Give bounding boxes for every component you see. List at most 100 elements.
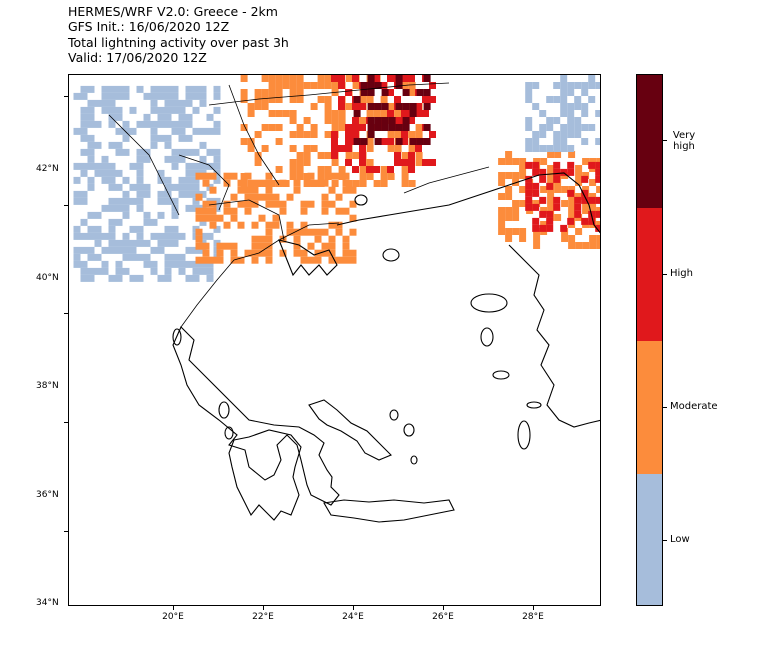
lightning-cell-moderate xyxy=(303,117,311,124)
lightning-cell-low xyxy=(532,103,540,110)
lightning-cell-low xyxy=(115,204,123,212)
lightning-cell-very-high xyxy=(409,103,417,110)
lightning-cell-moderate xyxy=(293,179,301,187)
lightning-cell-very-high xyxy=(374,138,382,145)
lightning-cell-moderate xyxy=(303,82,311,89)
title-variable: Total lightning activity over past 3h xyxy=(68,34,289,50)
lightning-cell-low xyxy=(178,176,186,184)
lightning-cell-moderate xyxy=(209,214,217,222)
lightning-cell-low xyxy=(574,124,582,131)
lightning-cell-low xyxy=(525,145,533,152)
lightning-cell-high xyxy=(553,175,561,183)
lightning-cell-low xyxy=(80,218,88,226)
lightning-cell-very-high xyxy=(388,117,396,124)
lightning-cell-moderate xyxy=(547,179,555,186)
lightning-cell-low xyxy=(588,75,596,82)
lightning-cell-moderate xyxy=(314,235,322,243)
lightning-cell-low xyxy=(185,246,193,254)
lightning-cell-moderate xyxy=(380,173,388,180)
lightning-cell-low xyxy=(206,274,214,282)
lightning-cell-low xyxy=(199,267,207,275)
lightning-cell-low xyxy=(150,260,158,268)
lightning-cell-low xyxy=(150,85,158,93)
lightning-cell-moderate xyxy=(366,110,374,117)
lightning-cell-moderate xyxy=(202,179,210,187)
lightning-cell-low xyxy=(94,120,102,128)
lightning-cell-high xyxy=(574,210,582,218)
lightning-cell-low xyxy=(171,120,179,128)
lightning-cell-very-high xyxy=(402,124,410,131)
greece-mainland-coast xyxy=(172,326,340,506)
lightning-cell-moderate xyxy=(289,89,297,96)
lightning-cell-low xyxy=(136,162,144,170)
lightning-cell-moderate xyxy=(303,152,311,159)
lightning-cell-moderate xyxy=(401,173,409,180)
lightning-cell-low xyxy=(178,260,186,268)
lightning-cell-low xyxy=(129,106,137,114)
lightning-cell-low xyxy=(178,183,186,191)
lightning-cell-moderate xyxy=(195,242,203,250)
lightning-cell-moderate xyxy=(279,249,287,257)
lightning-cell-low xyxy=(73,260,81,268)
lightning-cell-low xyxy=(206,148,214,156)
lightning-cell-low xyxy=(560,138,568,145)
lightning-cell-low xyxy=(581,110,589,117)
lightning-cell-moderate xyxy=(289,110,297,117)
lightning-cell-moderate xyxy=(324,96,332,103)
lightning-cell-high xyxy=(553,161,561,169)
lightning-cell-moderate xyxy=(258,214,266,222)
lightning-activity-layer xyxy=(73,75,600,282)
lightning-cell-moderate xyxy=(575,165,583,172)
lightning-cell-very-high xyxy=(409,138,417,145)
lightning-cell-moderate xyxy=(342,179,350,187)
lightning-cell-low xyxy=(171,183,179,191)
lightning-cell-moderate xyxy=(247,138,255,145)
lightning-cell-low xyxy=(115,127,123,135)
lightning-cell-low xyxy=(87,85,95,93)
lightning-cell-low xyxy=(143,211,151,219)
lightning-cell-low xyxy=(171,253,179,261)
legend-swatch-low xyxy=(637,474,662,605)
lat-label-40: 40°N xyxy=(36,273,59,283)
lightning-cell-moderate xyxy=(505,228,513,235)
lightning-cell-moderate xyxy=(589,235,597,242)
lightning-cell-low xyxy=(185,92,193,100)
lightning-cell-low xyxy=(115,246,123,254)
lightning-cell-low xyxy=(136,120,144,128)
lightning-cell-moderate xyxy=(408,131,416,138)
lightning-cell-high xyxy=(338,75,345,82)
chalkidiki-coast xyxy=(278,239,338,277)
lightning-cell-low xyxy=(581,124,589,131)
lon-label-22: 22°E xyxy=(252,612,274,622)
lightning-cell-moderate xyxy=(505,158,513,165)
lightning-cell-low xyxy=(108,274,116,282)
lightning-cell-moderate xyxy=(240,89,248,96)
lightning-cell-low xyxy=(143,239,151,247)
lightning-cell-low xyxy=(80,127,88,135)
lightning-cell-low xyxy=(185,85,193,93)
lightning-cell-moderate xyxy=(498,228,506,235)
lightning-cell-moderate xyxy=(498,221,506,228)
lightning-cell-moderate xyxy=(265,235,273,243)
lightning-cell-moderate xyxy=(251,242,259,250)
lightning-cell-low xyxy=(115,218,123,226)
lightning-cell-high xyxy=(581,175,589,183)
lightning-cell-high xyxy=(345,131,352,138)
lightning-cell-moderate xyxy=(345,75,353,82)
lightning-cell-low xyxy=(122,92,130,100)
lightning-cell-low xyxy=(136,274,144,282)
lightning-cell-low xyxy=(157,120,165,128)
lightning-cell-moderate xyxy=(310,103,318,110)
lightning-cell-moderate xyxy=(328,249,336,257)
lightning-cell-low xyxy=(553,131,561,138)
lightning-cell-low xyxy=(115,274,123,282)
lightning-cell-low xyxy=(108,120,116,128)
lightning-cell-low xyxy=(164,225,172,233)
lightning-cell-low xyxy=(87,274,95,282)
lesvos-island xyxy=(470,293,508,313)
lightning-cell-moderate xyxy=(387,131,395,138)
lightning-cell-moderate xyxy=(216,249,224,257)
lightning-cell-high xyxy=(331,138,338,145)
chios-island xyxy=(480,327,494,347)
lightning-cell-low xyxy=(213,85,221,93)
